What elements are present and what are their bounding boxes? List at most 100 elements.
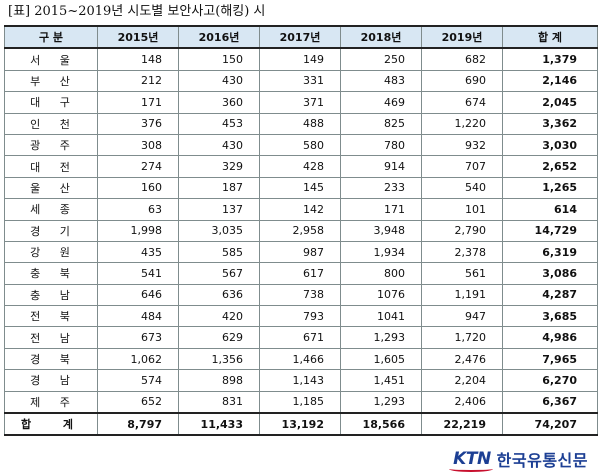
value-cell: 212 [97, 69, 179, 93]
value-cell: 1076 [340, 283, 422, 307]
value-cell: 160 [97, 176, 179, 200]
region-cell: 울 산 [4, 176, 98, 200]
value-cell: 2,378 [421, 240, 503, 264]
value-cell: 308 [97, 133, 179, 157]
region-cell: 강 원 [4, 240, 98, 264]
region-cell: 전 남 [4, 326, 98, 349]
header-year: 2018년 [340, 24, 422, 50]
region-cell: 경 북 [4, 347, 98, 371]
value-cell: 3,035 [178, 219, 260, 242]
value-cell: 483 [340, 69, 422, 93]
value-cell: 18,566 [340, 412, 422, 437]
value-cell: 629 [178, 326, 260, 349]
value-cell: 1,451 [340, 369, 422, 392]
value-cell: 561 [421, 262, 503, 285]
value-cell: 371 [259, 91, 341, 114]
table-row: 경 남 574 898 1,143 1,451 2,204 6,270 [4, 369, 598, 392]
value-cell: 360 [178, 91, 260, 114]
value-cell: 376 [97, 112, 179, 135]
value-cell: 171 [340, 198, 422, 221]
value-cell: 101 [421, 198, 503, 221]
region-cell: 광 주 [4, 133, 98, 157]
value-cell: 435 [97, 240, 179, 264]
value-cell: 453 [178, 112, 260, 135]
value-cell: 2,406 [421, 390, 503, 414]
value-cell: 274 [97, 155, 179, 178]
value-cell: 636 [178, 283, 260, 307]
table-row: 인 천 376 453 488 825 1,220 3,362 [4, 112, 598, 135]
region-cell: 경 기 [4, 219, 98, 242]
table-row: 부 산 212 430 331 483 690 2,146 [4, 69, 598, 93]
table-row: 전 북 484 420 793 1041 947 3,685 [4, 305, 598, 328]
data-table: 구 분 2015년 2016년 2017년 2018년 2019년 합 계 서 울 148 15… [4, 24, 598, 437]
value-cell: 987 [259, 240, 341, 264]
table-row: 충 북 541 567 617 800 561 3,086 [4, 262, 598, 285]
region-cell: 세 종 [4, 198, 98, 221]
value-cell: 673 [97, 326, 179, 349]
value-cell: 137 [178, 198, 260, 221]
value-cell: 171 [97, 91, 179, 114]
value-cell: 148 [97, 47, 179, 71]
value-cell: 2,790 [421, 219, 503, 242]
total-cell: 3,685 [502, 305, 598, 328]
table-row: 대 전 274 329 428 914 707 2,652 [4, 155, 598, 178]
total-cell: 4,287 [502, 283, 598, 307]
value-cell: 540 [421, 176, 503, 200]
total-cell: 2,045 [502, 91, 598, 114]
value-cell: 825 [340, 112, 422, 135]
value-cell: 1,191 [421, 283, 503, 307]
value-cell: 898 [178, 369, 260, 392]
value-cell: 932 [421, 133, 503, 157]
total-cell: 6,270 [502, 369, 598, 392]
table-row: 대 구 171 360 371 469 674 2,045 [4, 91, 598, 114]
region-cell: 전 북 [4, 305, 98, 328]
value-cell: 567 [178, 262, 260, 285]
value-cell: 331 [259, 69, 341, 93]
value-cell: 1,062 [97, 347, 179, 371]
table-row: 세 종 63 137 142 171 101 614 [4, 198, 598, 221]
value-cell: 2,958 [259, 219, 341, 242]
region-cell: 경 남 [4, 369, 98, 392]
table-row: 서 울 148 150 149 250 682 1,379 [4, 47, 598, 71]
value-cell: 250 [340, 47, 422, 71]
value-cell: 580 [259, 133, 341, 157]
value-cell: 646 [97, 283, 179, 307]
region-cell: 서 울 [4, 47, 98, 71]
value-cell: 1,998 [97, 219, 179, 242]
table-row: 전 남 673 629 671 1,293 1,720 4,986 [4, 326, 598, 349]
table-row: 강 원 435 585 987 1,934 2,378 6,319 [4, 240, 598, 264]
value-cell: 541 [97, 262, 179, 285]
table-row: 충 남 646 636 738 1076 1,191 4,287 [4, 283, 598, 307]
header-year: 2016년 [178, 24, 260, 50]
value-cell: 707 [421, 155, 503, 178]
region-cell: 충 북 [4, 262, 98, 285]
value-cell: 793 [259, 305, 341, 328]
region-cell: 부 산 [4, 69, 98, 93]
value-cell: 420 [178, 305, 260, 328]
total-cell: 6,367 [502, 390, 598, 414]
value-cell: 800 [340, 262, 422, 285]
value-cell: 2,476 [421, 347, 503, 371]
value-cell: 1,293 [340, 326, 422, 349]
region-cell: 인 천 [4, 112, 98, 135]
region-cell: 합 계 [4, 412, 98, 437]
value-cell: 233 [340, 176, 422, 200]
total-cell: 3,086 [502, 262, 598, 285]
value-cell: 1,466 [259, 347, 341, 371]
value-cell: 329 [178, 155, 260, 178]
total-cell: 7,965 [502, 347, 598, 371]
publisher-logo: KTN 한국유통신문 [449, 448, 588, 472]
value-cell: 574 [97, 369, 179, 392]
value-cell: 430 [178, 69, 260, 93]
value-cell: 585 [178, 240, 260, 264]
value-cell: 13,192 [259, 412, 341, 437]
region-cell: 제 주 [4, 390, 98, 414]
value-cell: 145 [259, 176, 341, 200]
value-cell: 1,143 [259, 369, 341, 392]
value-cell: 674 [421, 91, 503, 114]
page-title: [표] 2015~2019년 시도별 보안사고(해킹) 시 [8, 4, 266, 19]
value-cell: 484 [97, 305, 179, 328]
value-cell: 947 [421, 305, 503, 328]
table-row: 제 주 652 831 1,185 1,293 2,406 6,367 [4, 390, 598, 414]
value-cell: 488 [259, 112, 341, 135]
